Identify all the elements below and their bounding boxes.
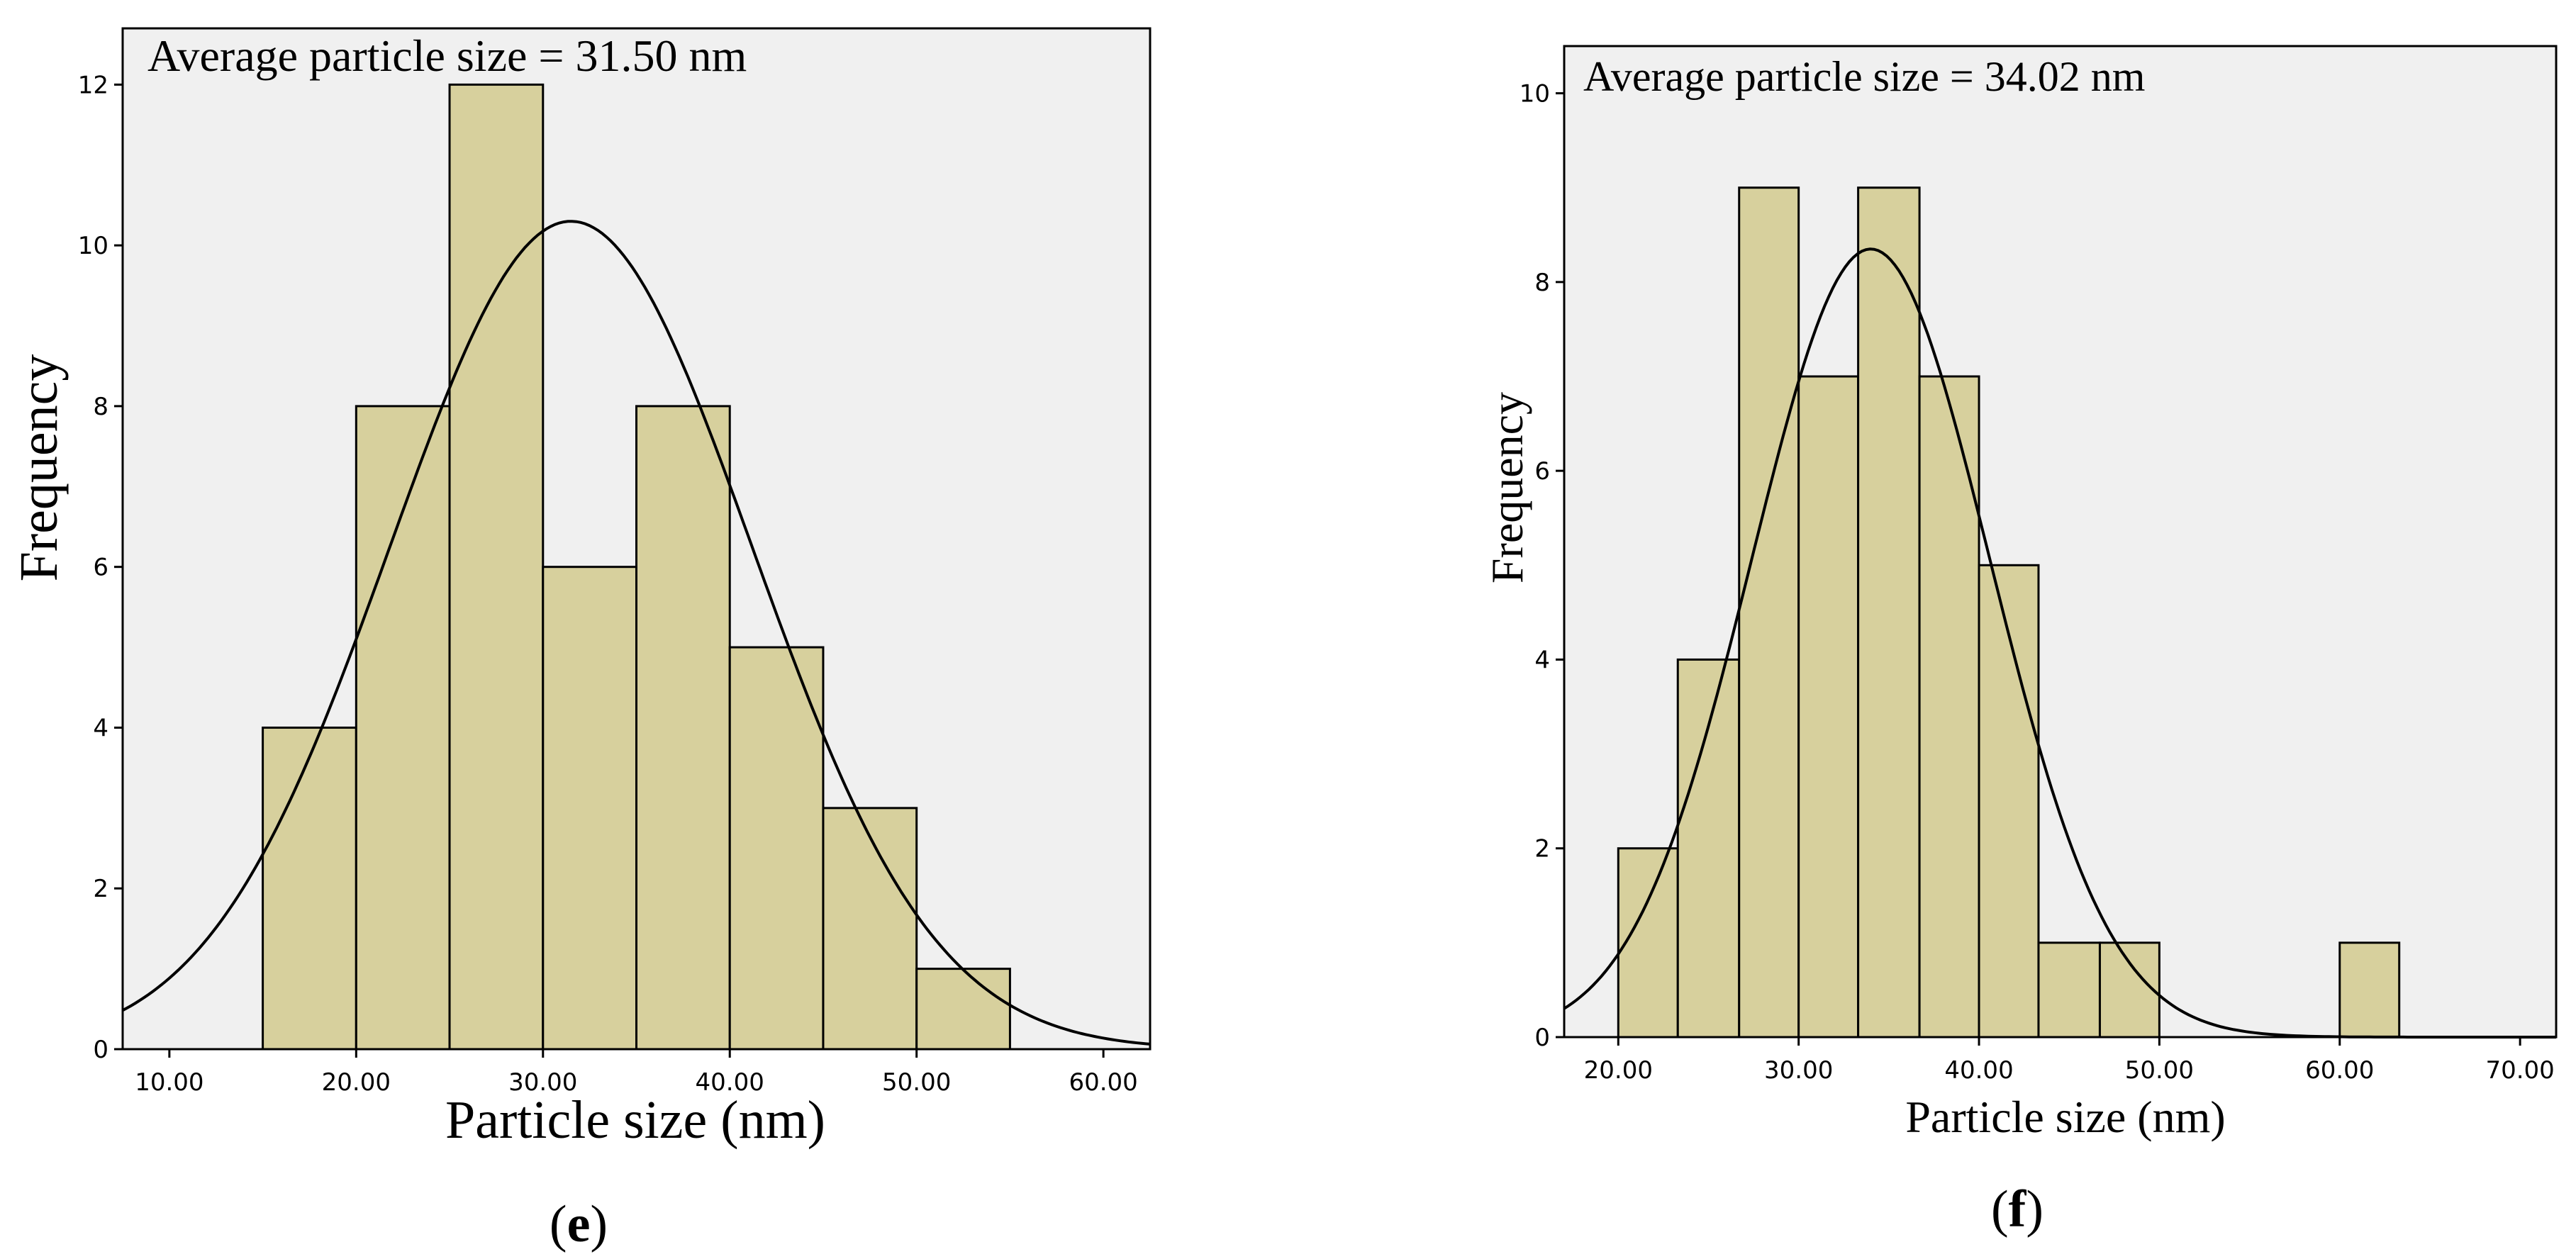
y-tick-label: 0 (1534, 1024, 1550, 1052)
y-axis-title: Frequency (1482, 392, 1532, 583)
x-tick-label: 40.00 (696, 1068, 764, 1097)
histogram-bar (355, 405, 451, 1051)
histogram-bar (822, 807, 918, 1051)
normal-distribution-curve (1563, 247, 2556, 1039)
x-tick-label: 50.00 (2125, 1056, 2194, 1085)
histogram-bar (1978, 564, 2040, 1039)
histogram-bar (635, 405, 731, 1051)
x-axis-title: Particle size (nm) (1905, 1092, 2225, 1142)
histogram-bar (1617, 847, 1679, 1039)
panel-caption-f: (f) (1991, 1180, 2043, 1238)
x-axis-title: Particle size (nm) (445, 1090, 825, 1150)
y-tick-label: 8 (93, 393, 108, 421)
histogram-panel-f: 0 2 4 6 8 10 20.00 30.00 40.00 50.00 60.00 70.00 Ave… (1482, 45, 2558, 1142)
y-tick-label: 6 (1534, 457, 1550, 486)
y-tick-label: 10 (1520, 80, 1550, 108)
histogram-bar (2338, 941, 2401, 1039)
x-tick-label: 70.00 (2485, 1056, 2554, 1085)
y-tick-label: 4 (93, 714, 108, 742)
histogram-bar (728, 646, 825, 1051)
histogram-bar (1738, 186, 1800, 1039)
y-tick-label: 4 (1534, 646, 1550, 674)
average-size-annotation: Average particle size = 34.02 nm (1583, 53, 2145, 100)
y-tick-label: 8 (1534, 269, 1550, 297)
histogram-bar (2098, 941, 2160, 1039)
average-size-annotation: Average particle size = 31.50 nm (147, 30, 747, 81)
histogram-bar (915, 968, 1011, 1051)
x-tick-label: 50.00 (882, 1068, 951, 1097)
histogram-bar (1676, 658, 1741, 1039)
x-tick-label: 20.00 (322, 1068, 391, 1097)
x-tick-label: 30.00 (1764, 1056, 1833, 1085)
histogram-bar (1857, 186, 1921, 1039)
y-tick-label: 2 (1534, 835, 1550, 863)
histogram-bar (448, 83, 545, 1051)
histogram-panel-e: 0 2 4 6 8 10 12 10.00 20.00 30.00 40.00 50.00 60.00 A… (9, 27, 1152, 1150)
histogram-bar (542, 566, 637, 1051)
x-tick-label: 30.00 (508, 1068, 577, 1097)
panel-caption-e: (e) (550, 1195, 608, 1253)
normal-distribution-curve (122, 220, 1151, 1046)
x-tick-label: 60.00 (2305, 1056, 2374, 1085)
y-tick-label: 6 (93, 554, 108, 582)
y-tick-label: 0 (93, 1036, 108, 1064)
histogram-bar (262, 726, 357, 1051)
x-tick-label: 20.00 (1584, 1056, 1653, 1085)
x-tick-label: 60.00 (1069, 1068, 1137, 1097)
x-tick-label: 10.00 (135, 1068, 203, 1097)
y-tick-label: 12 (78, 71, 108, 99)
y-axis-title: Frequency (9, 354, 69, 582)
x-tick-label: 40.00 (1944, 1056, 2013, 1085)
histogram-bar (1918, 375, 1980, 1039)
y-tick-label: 2 (93, 875, 108, 903)
y-tick-label: 10 (78, 232, 108, 260)
histogram-bar (1797, 375, 1860, 1039)
histogram-bar (2037, 941, 2101, 1039)
